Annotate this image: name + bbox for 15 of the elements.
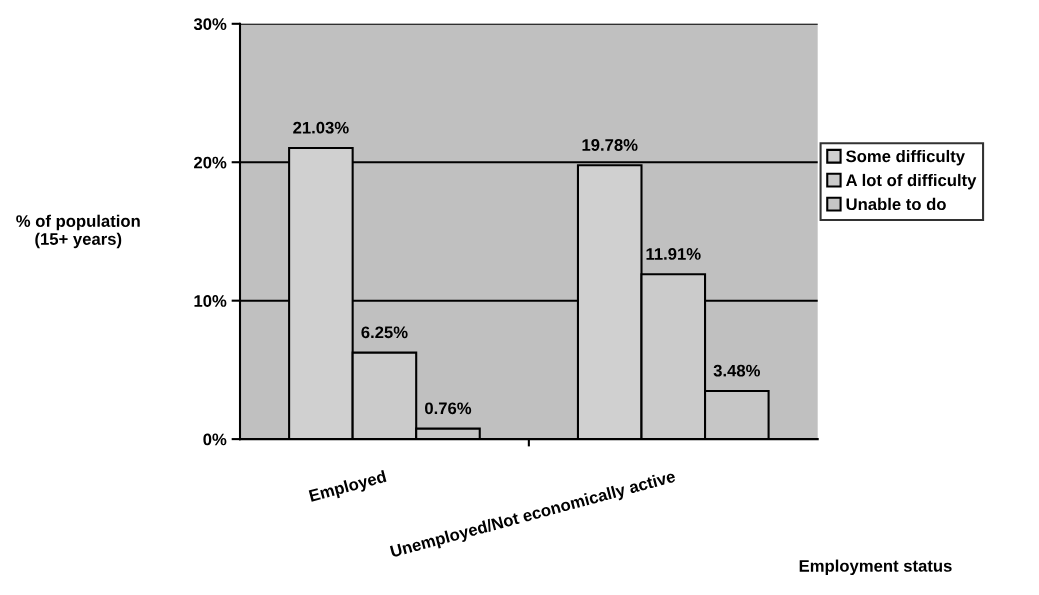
data-label: 19.78%: [582, 139, 638, 151]
legend-label: A lot of difficulty: [846, 173, 977, 190]
y-axis-title: % of population (15+ years): [16, 214, 140, 249]
data-label: 0.76%: [425, 402, 472, 415]
y-tick-label: 0%: [203, 433, 227, 446]
y-tick-label: 20%: [194, 156, 227, 169]
data-label: 6.25%: [361, 326, 408, 339]
legend-label: Some difficulty: [846, 149, 965, 166]
data-label: 21.03%: [293, 121, 349, 134]
x-axis-title: Employment status: [799, 559, 952, 576]
legend-label: Unable to do: [846, 197, 946, 211]
y-tick-label: 10%: [194, 295, 227, 307]
data-label: 3.48%: [713, 364, 761, 377]
y-tick-label: 30%: [193, 18, 227, 31]
data-label: 11.91%: [646, 248, 701, 260]
